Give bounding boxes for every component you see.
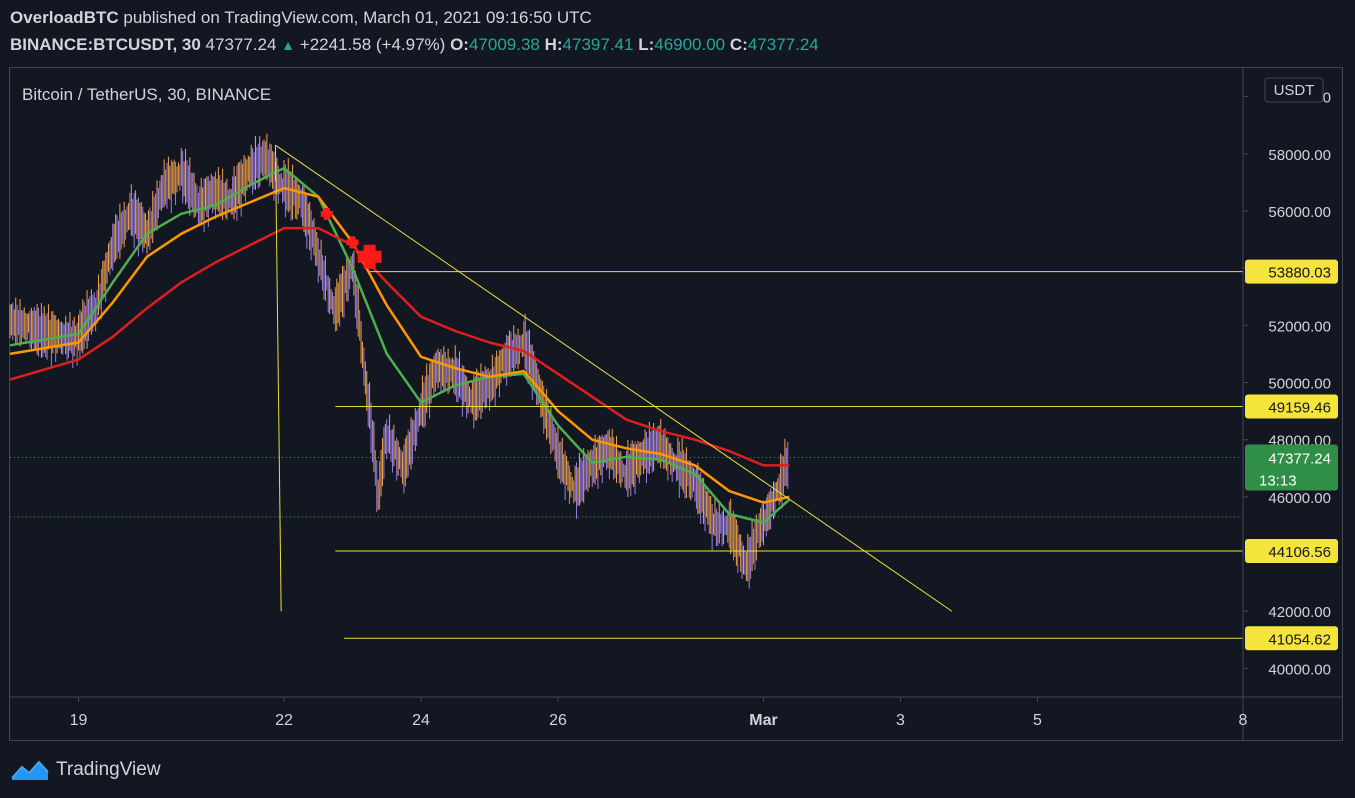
price-tick-label: 50000.00 bbox=[1268, 376, 1331, 393]
chart-title: Bitcoin / TetherUS, 30, BINANCE bbox=[22, 85, 271, 104]
signal-cross-icon bbox=[320, 207, 333, 220]
moving-average-line-2[interactable] bbox=[9, 186, 790, 504]
signal-cross-icon bbox=[357, 244, 382, 269]
time-tick-label: Mar bbox=[749, 712, 777, 729]
tradingview-logo-icon bbox=[11, 760, 49, 780]
time-axis[interactable]: 19 22 24 26 Mar 3 5 8 bbox=[70, 697, 1248, 729]
price-tick-label: 52000.00 bbox=[1268, 318, 1331, 335]
time-tick-label: 22 bbox=[275, 712, 293, 729]
moving-average-line-1[interactable] bbox=[9, 166, 791, 524]
level-price-label: 53880.03 bbox=[1268, 265, 1331, 282]
time-tick-label: 19 bbox=[70, 712, 88, 729]
low-value: 46900.00 bbox=[654, 35, 726, 54]
level-price-tag[interactable] bbox=[1245, 626, 1338, 651]
currency-badge[interactable] bbox=[1264, 77, 1324, 103]
time-tick-label: 3 bbox=[896, 712, 905, 729]
last-price-label: 47377.24 bbox=[1268, 450, 1331, 467]
last-price-tag[interactable] bbox=[1245, 444, 1338, 491]
symbol-label: BINANCE:BTCUSDT, 30 bbox=[10, 35, 201, 54]
high-value: 47397.41 bbox=[562, 35, 634, 54]
time-tick-label: 5 bbox=[1033, 712, 1042, 729]
level-price-tag[interactable] bbox=[1245, 259, 1338, 284]
up-arrow-icon: ▲ bbox=[281, 37, 296, 53]
high-label: H: bbox=[544, 35, 563, 54]
author-name[interactable]: OverloadBTC bbox=[10, 8, 119, 27]
last-price: 47377.24 bbox=[205, 35, 277, 54]
open-label: O: bbox=[450, 35, 469, 54]
price-tick-label: 58000.00 bbox=[1268, 147, 1331, 164]
currency-label: USDT bbox=[1274, 82, 1315, 99]
time-tick-label: 8 bbox=[1239, 712, 1248, 729]
brand-name: TradingView bbox=[56, 759, 161, 780]
time-tick-label: 24 bbox=[412, 712, 430, 729]
price-tick-label: 40000.00 bbox=[1268, 661, 1331, 678]
time-tick-label: 26 bbox=[549, 712, 567, 729]
chart-frame bbox=[9, 67, 1343, 741]
price-change: +2241.58 (+4.97%) bbox=[299, 35, 446, 54]
level-price-label: 41054.62 bbox=[1268, 631, 1331, 648]
ohlc-bar: BINANCE:BTCUSDT, 30 47377.24 ▲ +2241.58 … bbox=[10, 35, 819, 55]
price-axis[interactable]: 40000.0042000.0044000.0046000.0048000.00… bbox=[1243, 90, 1338, 679]
trendline[interactable] bbox=[275, 144, 953, 612]
price-tick-label: 56000.00 bbox=[1268, 204, 1331, 221]
moving-average-line-3[interactable] bbox=[9, 226, 790, 467]
bar-countdown-label: 13:13 bbox=[1259, 472, 1297, 489]
published-text: published on TradingView.com, March 01, … bbox=[123, 8, 592, 27]
level-price-label: 44106.56 bbox=[1268, 544, 1331, 561]
low-label: L: bbox=[638, 35, 655, 54]
plot-area[interactable] bbox=[9, 133, 1243, 639]
signal-cross-icon bbox=[346, 236, 359, 249]
trendline[interactable] bbox=[274, 145, 282, 612]
publish-info: OverloadBTC published on TradingView.com… bbox=[10, 8, 592, 28]
tradingview-brand[interactable]: TradingView bbox=[10, 758, 161, 782]
price-tick-label: 42000.00 bbox=[1268, 604, 1331, 621]
level-price-label: 49159.46 bbox=[1268, 400, 1331, 417]
open-value: 47009.38 bbox=[468, 35, 540, 54]
level-price-tag[interactable] bbox=[1245, 394, 1338, 419]
close-label: C: bbox=[729, 35, 748, 54]
close-value: 47377.24 bbox=[747, 35, 819, 54]
price-tick-label: 46000.00 bbox=[1268, 490, 1331, 507]
level-price-tag[interactable] bbox=[1245, 538, 1338, 563]
